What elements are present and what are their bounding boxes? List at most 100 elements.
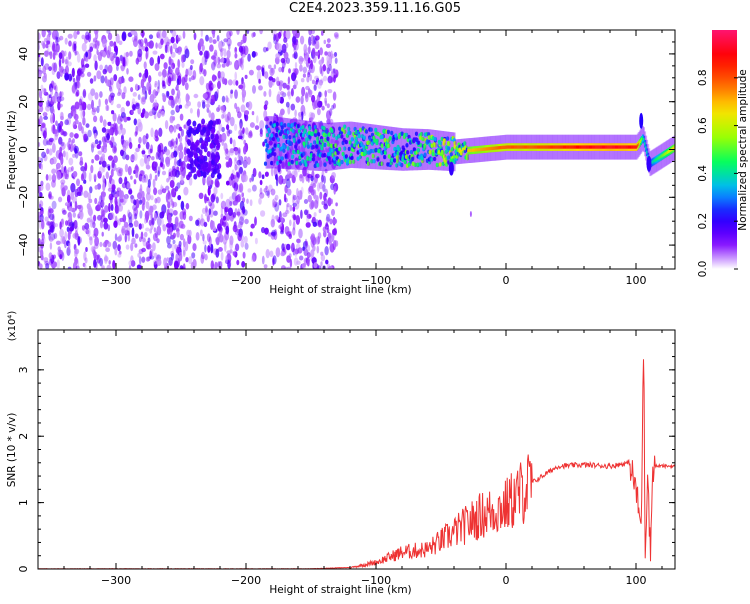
ridge-cell [356, 156, 360, 161]
ridge-halo [322, 122, 325, 172]
noise-speckle [279, 96, 285, 104]
noise-speckle [169, 180, 175, 188]
noise-speckle [280, 91, 285, 96]
noise-speckle [150, 195, 154, 201]
noise-speckle [141, 256, 146, 263]
noise-speckle [118, 114, 121, 121]
noise-speckle [68, 207, 73, 212]
noise-cluster [200, 163, 205, 170]
noise-speckle [108, 155, 113, 161]
noise-speckle [305, 47, 309, 52]
noise-speckle [138, 136, 142, 144]
ridge-cell [358, 154, 362, 159]
noise-cluster [201, 140, 206, 147]
ridge-cell [380, 143, 384, 148]
noise-speckle [49, 242, 53, 250]
ridge-core [516, 145, 519, 149]
noise-speckle [217, 70, 222, 79]
noise-speckle [99, 64, 103, 71]
noise-speckle [46, 30, 50, 33]
noise-speckle [52, 41, 55, 52]
noise-speckle [335, 202, 338, 207]
noise-speckle [236, 159, 242, 166]
noise-speckle [268, 140, 273, 146]
noise-speckle [220, 57, 225, 63]
noise-speckle [149, 94, 155, 103]
noise-speckle [148, 75, 152, 83]
noise-speckle [184, 48, 190, 59]
ridge-cell [273, 152, 277, 157]
noise-speckle [270, 188, 276, 196]
noise-speckle [175, 104, 180, 112]
noise-speckle [172, 43, 177, 50]
noise-speckle [52, 261, 58, 268]
spectrogram-ytick-label: −20 [17, 186, 30, 209]
ridge-cell [296, 123, 300, 129]
noise-speckle [76, 89, 80, 97]
noise-speckle [329, 218, 333, 225]
ridge-cell [289, 141, 293, 146]
noise-speckle [283, 243, 288, 250]
ridge-core [594, 145, 597, 149]
noise-speckle [226, 49, 231, 59]
ridge-cell [395, 163, 399, 168]
noise-speckle [269, 250, 274, 258]
noise-speckle [109, 140, 112, 145]
noise-speckle [67, 266, 72, 269]
noise-speckle [185, 257, 189, 263]
noise-speckle [240, 56, 244, 66]
noise-speckle [123, 221, 129, 228]
noise-speckle [153, 161, 158, 168]
noise-speckle [163, 62, 168, 70]
ridge-core [663, 152, 666, 156]
noise-speckle [40, 163, 43, 171]
noise-speckle [49, 231, 52, 241]
noise-speckle [237, 111, 242, 119]
noise-speckle [84, 222, 90, 230]
noise-speckle [249, 199, 253, 207]
ridge-cell [400, 131, 404, 136]
noise-speckle [149, 109, 154, 115]
noise-speckle [155, 42, 158, 49]
ridge-cell [338, 162, 342, 167]
noise-speckle [154, 129, 159, 139]
noise-speckle [133, 207, 139, 217]
noise-speckle [239, 122, 243, 131]
noise-speckle [259, 30, 263, 35]
noise-speckle [53, 223, 59, 228]
noise-speckle [77, 68, 82, 76]
noise-speckle [261, 255, 265, 265]
noise-speckle [101, 145, 104, 153]
noise-speckle [215, 248, 220, 258]
noise-speckle [226, 124, 230, 131]
noise-speckle [238, 129, 243, 136]
noise-speckle [163, 257, 168, 267]
noise-speckle [141, 247, 147, 253]
noise-speckle [62, 209, 67, 215]
noise-speckle [226, 116, 230, 124]
ridge-cell [371, 153, 375, 159]
ridge-cell [303, 128, 307, 133]
noise-speckle [153, 227, 157, 233]
ridge-halo [299, 119, 302, 170]
ridge-core [578, 145, 581, 149]
noise-speckle [140, 112, 145, 118]
noise-speckle [265, 190, 270, 196]
ridge-halo [300, 120, 303, 170]
ridge-cell [332, 156, 336, 161]
noise-speckle [94, 236, 99, 247]
noise-speckle [217, 80, 221, 90]
ridge-core [583, 145, 586, 149]
noise-speckle [241, 192, 244, 198]
noise-speckle [313, 100, 319, 109]
noise-speckle [275, 247, 281, 258]
noise-speckle [174, 216, 179, 227]
noise-speckle [78, 121, 82, 132]
noise-speckle [53, 129, 58, 135]
ridge-cell [276, 160, 280, 166]
noise-speckle [331, 172, 336, 179]
noise-speckle [211, 55, 216, 60]
noise-speckle [120, 55, 123, 64]
noise-speckle [287, 170, 292, 179]
noise-speckle [151, 156, 155, 161]
